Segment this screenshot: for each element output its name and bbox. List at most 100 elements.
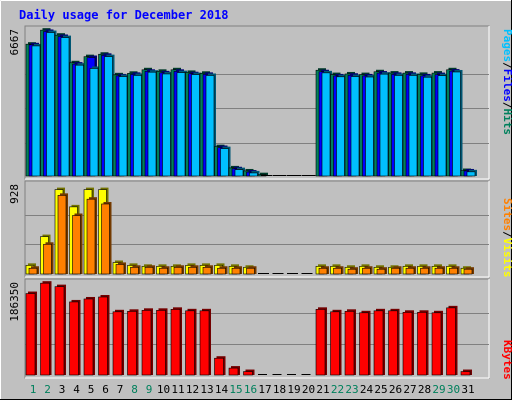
x-tick-label: 13 [200,383,213,396]
bar-kbytes-16 [243,371,253,376]
bar-pages-31 [466,171,476,177]
x-tick-label: 24 [360,383,374,396]
bar-kbytes-12 [185,310,195,376]
bar-kbytes-13 [199,310,210,376]
bar-sites-24 [362,267,371,275]
legend-hits-files-pages: Pages/Files/Hits [501,29,512,135]
x-tick-label: 31 [461,383,474,396]
axis-labels: 1 2 3 4 5 6 7 8 9 10 11 12 13 14 15 16 17 18 19 20 21 22 23 24 2… [30,383,475,396]
bar-sites-14 [217,267,226,275]
legend-sites-visits: Sites/Visits [501,198,512,278]
bar-pages-22 [336,76,345,177]
x-tick-label: 17 [258,383,271,396]
bar-pages-4 [75,64,84,177]
bar-kbytes-23 [344,311,355,376]
bar-kbytes-11 [170,309,181,376]
bar-hits-17-shadow [260,172,268,176]
bar-pages-26 [394,75,403,177]
bar-kbytes-24 [359,312,369,376]
bar-sites-9 [144,266,154,275]
bar-sites-13 [202,266,212,275]
y-max-label-hits: 6667 [8,29,21,56]
bar-kbytes-7 [112,311,123,376]
bar-sites-16 [246,267,255,275]
x-tick-label: 26 [389,383,402,396]
x-tick-label: 29 [432,383,445,396]
x-tick-label: 7 [117,383,124,396]
x-tick-label: 9 [146,383,153,396]
bar-kbytes-26 [388,310,398,376]
legend-hits: Hits [501,109,512,136]
x-tick-label: 19 [287,383,300,396]
x-tick-label: 12 [186,383,199,396]
x-tick-label: 18 [273,383,286,396]
x-tick-label: 23 [345,383,358,396]
x-tick-label: 30 [447,383,460,396]
bar-pages-21 [321,72,331,177]
bar-sites-15 [231,267,241,275]
bar-kbytes-1 [25,293,36,376]
bar-pages-13 [205,75,215,177]
bars [25,28,477,376]
bar-pages-2 [46,32,55,177]
y-max-label-visits: 928 [8,184,21,204]
bar-sites-10 [159,267,168,275]
x-tick-label: 6 [102,383,109,396]
bar-kbytes-2 [40,282,50,376]
bar-kbytes-25 [373,310,384,376]
y-max-label-kbytes: 186350 [8,282,21,322]
x-tick-label: 27 [403,383,416,396]
bar-sites-23 [347,268,357,275]
bar-kbytes-8 [127,311,137,376]
bar-kbytes-27 [402,312,413,376]
x-tick-label: 14 [215,383,229,396]
bar-pages-16 [249,172,258,177]
x-tick-label: 4 [73,383,80,396]
x-tick-label: 16 [244,383,257,396]
x-tick-label: 21 [316,383,329,396]
bar-kbytes-4 [69,301,79,376]
bar-pages-9 [147,71,157,177]
bar-sites-11 [173,266,183,275]
x-tick-label: 20 [302,383,315,396]
legend-sep: / [501,102,512,109]
bar-sites-31 [463,268,473,275]
bar-pages-10 [162,73,171,177]
bar-sites-4 [72,215,81,275]
bar-pages-14 [220,148,229,177]
bar-kbytes-15 [228,367,239,376]
bar-kbytes-10 [156,310,166,376]
x-tick-label: 5 [88,383,95,396]
bar-kbytes-3 [54,286,65,376]
bar-sites-6 [101,203,110,275]
bar-pages-5 [89,68,99,177]
bar-sites-7 [115,264,125,275]
legend-sep: / [501,231,512,238]
bar-pages-25 [379,73,389,177]
x-tick-label: 3 [59,383,66,396]
x-tick-label: 15 [229,383,242,396]
legend-sites: Sites [501,198,512,231]
bar-kbytes-9 [141,310,152,376]
bar-kbytes-31 [460,371,471,376]
x-tick-label: 10 [157,383,170,396]
x-tick-label: 1 [30,383,37,396]
bar-pages-3 [60,37,70,177]
bar-kbytes-5 [83,298,94,376]
legend-pages: Pages [501,29,512,62]
bar-sites-12 [188,266,197,275]
bar-sites-22 [333,267,342,275]
bar-pages-12 [191,74,200,177]
bar-sites-29 [434,267,444,275]
x-tick-label: 8 [131,383,138,396]
bar-sites-5 [86,198,96,275]
legend-files: Files [501,69,512,102]
bar-pages-27 [408,75,418,177]
x-tick-label: 2 [44,383,51,396]
bar-sites-25 [376,268,386,275]
bar-pages-6 [104,56,113,177]
bar-sites-2 [43,243,52,275]
x-tick-label: 22 [331,383,344,396]
legend-sep: / [501,62,512,69]
bar-kbytes-30 [446,307,456,376]
